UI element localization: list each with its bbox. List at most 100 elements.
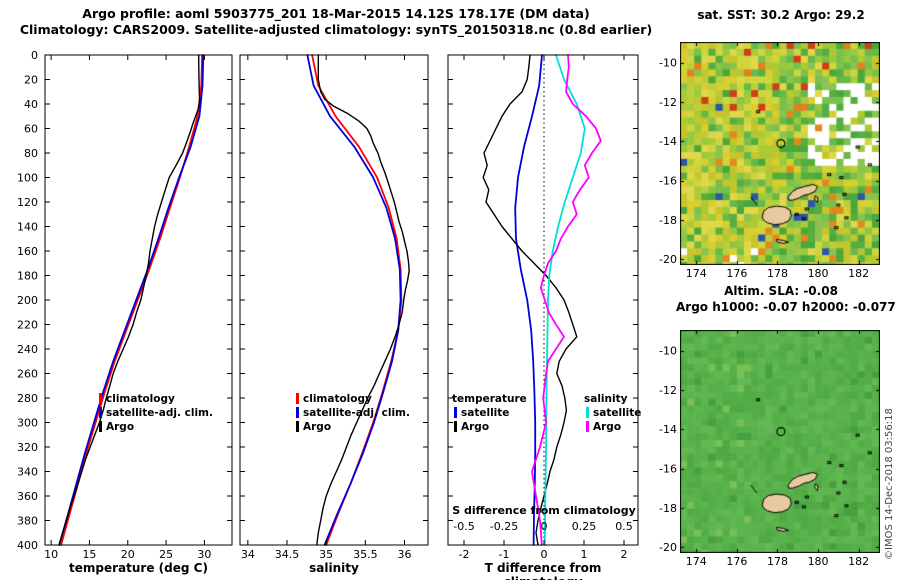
legend-marker <box>296 421 299 432</box>
legend-label: satellite-adj. clim. <box>106 407 213 419</box>
x-tick-label: 36 <box>398 548 412 561</box>
map-y-tick-label: -14 <box>659 135 677 148</box>
depth-tick-label: 40 <box>24 98 38 111</box>
depth-tick-label: 380 <box>17 515 38 528</box>
depth-tick-label: 140 <box>17 221 38 234</box>
legend-marker <box>296 407 299 418</box>
x-tick-label: 1 <box>581 548 588 561</box>
map-x-tick-label: 174 <box>686 267 707 280</box>
x-tick-label: 10 <box>44 548 58 561</box>
salinity-axis-label: salinity <box>309 561 359 575</box>
x-tick-label: 15 <box>82 548 96 561</box>
s-axis-tick-label: 0 <box>541 520 548 533</box>
depth-tick-label: 360 <box>17 490 38 503</box>
legend-label: Argo <box>106 421 134 433</box>
map-x-tick-label: 178 <box>767 267 788 280</box>
series-climatology <box>60 54 204 546</box>
series-argo-s <box>531 54 602 546</box>
x-tick-label: 0 <box>541 548 548 561</box>
x-tick-label: 2 <box>621 548 628 561</box>
map-y-tick-label: -20 <box>659 253 677 266</box>
depth-tick-label: 260 <box>17 368 38 381</box>
legend-label: Argo <box>593 421 621 433</box>
map-x-tick-label: 176 <box>726 267 747 280</box>
depth-tick-label: 320 <box>17 441 38 454</box>
series-climatology <box>311 54 403 546</box>
depth-tick-label: 160 <box>17 245 38 258</box>
sla-map-title-line2: Argo h1000: -0.07 h2000: -0.077 <box>676 300 896 314</box>
sla-map-image <box>680 330 880 553</box>
sst-map-image <box>680 42 880 265</box>
x-tick-label: 34.5 <box>275 548 300 561</box>
depth-tick-label: 100 <box>17 172 38 185</box>
figure-title-line1: Argo profile: aoml 5903775_201 18-Mar-20… <box>82 6 590 21</box>
map-y-tick-label: -14 <box>659 423 677 436</box>
series-argo <box>58 54 201 546</box>
temperature-axis-label: temperature (deg C) <box>69 561 208 575</box>
map-y-tick-label: -10 <box>659 57 677 70</box>
figure-title-line2: Climatology: CARS2009. Satellite-adjuste… <box>19 22 653 37</box>
s-axis-tick-label: -0.5 <box>453 520 474 533</box>
legend-label: climatology <box>106 393 175 405</box>
depth-tick-label: 60 <box>24 123 38 136</box>
depth-tick-label: 340 <box>17 466 38 479</box>
legend-label: Argo <box>303 421 331 433</box>
series-argo <box>316 54 410 546</box>
s-axis-tick-label: -0.25 <box>490 520 518 533</box>
x-tick-label: -2 <box>459 548 470 561</box>
depth-tick-label: 240 <box>17 343 38 356</box>
depth-tick-label: 80 <box>24 147 38 160</box>
map-y-tick-label: -10 <box>659 345 677 358</box>
legend-label: satellite <box>461 407 509 419</box>
sla-map-title-line1: Altim. SLA: -0.08 <box>724 284 838 298</box>
depth-tick-label: 120 <box>17 196 38 209</box>
map-y-tick-label: -12 <box>659 96 677 109</box>
x-tick-label: 34 <box>241 548 255 561</box>
x-tick-label: 25 <box>159 548 173 561</box>
legend-marker <box>454 407 457 418</box>
depth-tick-label: 220 <box>17 319 38 332</box>
x-tick-label: 35.5 <box>353 548 378 561</box>
map-x-tick-label: 182 <box>848 555 869 568</box>
series-satellite-adj-clim- <box>306 54 402 546</box>
map-y-tick-label: -18 <box>659 214 677 227</box>
series-satellite-s <box>543 54 586 546</box>
tdiff-axis-label: T difference from climatology <box>484 561 602 580</box>
map-y-tick-label: -16 <box>659 175 677 188</box>
map-x-tick-label: 180 <box>808 267 829 280</box>
imos-watermark: ©IMOS 14-Dec-2018 03:56:18 <box>884 408 895 560</box>
x-tick-label: -1 <box>499 548 510 561</box>
legend-header: salinity <box>584 393 628 405</box>
series-satellite-t <box>514 54 543 546</box>
s-axis-label: S difference from climatology <box>452 504 636 517</box>
depth-tick-label: 180 <box>17 270 38 283</box>
legend-marker <box>586 421 589 432</box>
map-x-tick-label: 182 <box>848 267 869 280</box>
legend-marker <box>454 421 457 432</box>
legend-marker <box>296 393 299 404</box>
depth-tick-label: 300 <box>17 417 38 430</box>
depth-tick-label: 0 <box>31 49 38 62</box>
sst-map-title: sat. SST: 30.2 Argo: 29.2 <box>697 8 865 22</box>
map-x-tick-label: 180 <box>808 555 829 568</box>
map-y-tick-label: -12 <box>659 384 677 397</box>
x-tick-label: 20 <box>121 548 135 561</box>
map-y-tick-label: -16 <box>659 463 677 476</box>
legend-header: temperature <box>452 393 527 405</box>
depth-tick-label: 400 <box>17 539 38 552</box>
map-x-tick-label: 174 <box>686 555 707 568</box>
panel-frame <box>447 54 639 546</box>
map-y-tick-label: -18 <box>659 502 677 515</box>
map-x-tick-label: 176 <box>726 555 747 568</box>
legend-marker <box>586 407 589 418</box>
x-tick-label: 30 <box>197 548 211 561</box>
legend-marker <box>99 407 102 418</box>
depth-tick-label: 200 <box>17 294 38 307</box>
depth-tick-label: 20 <box>24 74 38 87</box>
legend-marker <box>99 421 102 432</box>
legend-label: climatology <box>303 393 372 405</box>
map-x-tick-label: 178 <box>767 555 788 568</box>
s-axis-tick-label: 0.25 <box>572 520 597 533</box>
legend-label: satellite <box>593 407 641 419</box>
